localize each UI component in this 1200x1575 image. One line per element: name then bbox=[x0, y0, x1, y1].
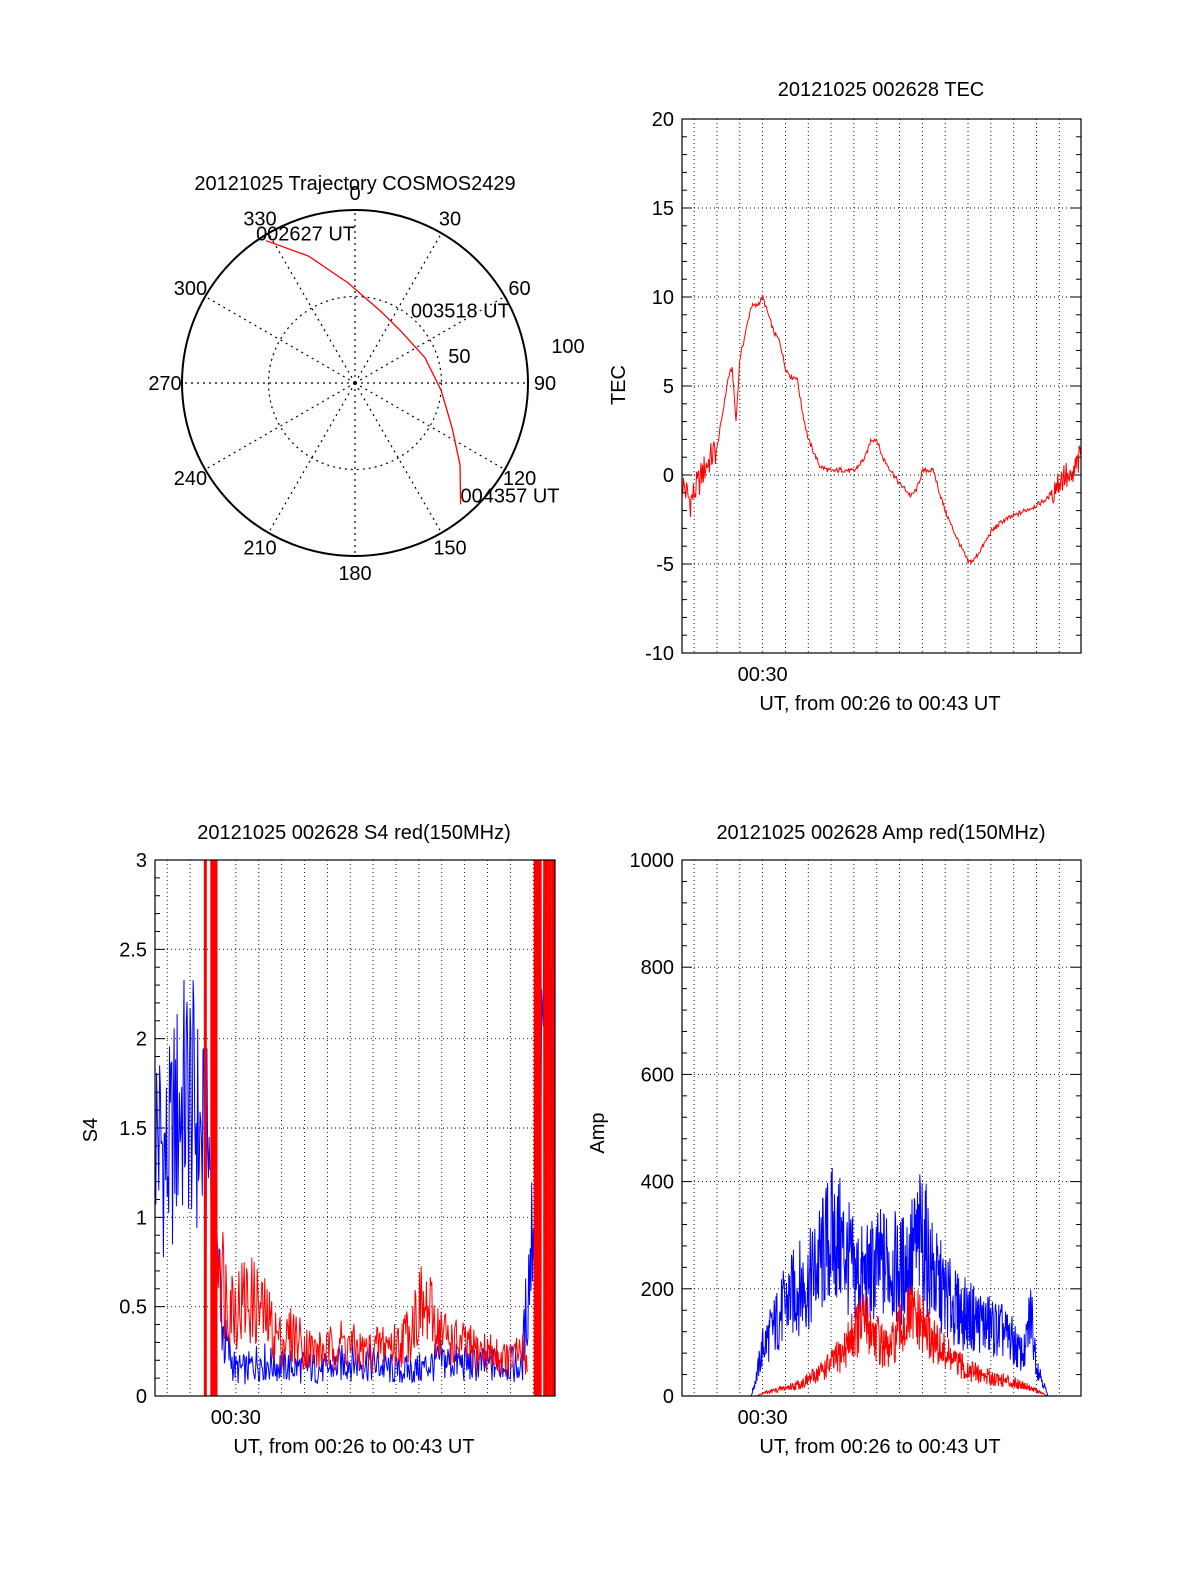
trajectory-polar-plot: 20121025 Trajectory COSMOS2429 0 30 60 90 12… bbox=[148, 173, 584, 585]
plot-frame bbox=[681, 859, 1082, 1397]
polar-angle-label: 150 bbox=[433, 538, 466, 560]
y-tick-label: 0.5 bbox=[119, 1297, 147, 1319]
trajectory-time-label: 002627 UT bbox=[256, 224, 355, 246]
y-tick-label: 1.5 bbox=[119, 1118, 147, 1140]
y-tick-label: 200 bbox=[641, 1279, 674, 1301]
plot-area bbox=[682, 1167, 1081, 1396]
y-tick-label: 15 bbox=[652, 198, 674, 220]
polar-angle-label: 210 bbox=[243, 538, 276, 560]
polar-radial-label: 50 bbox=[448, 346, 470, 368]
amp-y-axis-label: Amp bbox=[587, 1112, 609, 1153]
x-tick-label: 00:30 bbox=[738, 664, 788, 686]
y-tick-label: 10 bbox=[652, 287, 674, 309]
y-tick-label: 0 bbox=[663, 465, 674, 487]
polar-angle-label: 120 bbox=[503, 468, 536, 490]
polar-angle-label: 240 bbox=[174, 468, 207, 490]
plot-area bbox=[155, 860, 555, 1396]
polar-angle-label: 30 bbox=[439, 208, 461, 230]
y-tick-label: 400 bbox=[641, 1172, 674, 1194]
polar-angle-labels: 0 30 60 90 120 150 180 210 240 270 300 330 50 100 bbox=[148, 183, 584, 585]
series-line bbox=[682, 294, 1081, 564]
tec-x-axis-label: UT, from 00:26 to 00:43 UT bbox=[759, 693, 1000, 715]
polar-spoke-240 bbox=[204, 382, 356, 471]
series-line bbox=[682, 1167, 1081, 1396]
polar-angle-label: 90 bbox=[534, 373, 556, 395]
polar-angle-label: 300 bbox=[174, 278, 207, 300]
trajectory-time-label: 004357 UT bbox=[461, 485, 560, 507]
y-tick-label: 800 bbox=[641, 957, 674, 979]
s4-title: 20121025 002628 S4 red(150MHz) bbox=[197, 822, 511, 844]
polar-spoke-210 bbox=[267, 382, 356, 534]
polar-spoke-150 bbox=[354, 382, 443, 534]
series-line bbox=[682, 1285, 1081, 1396]
trajectory-title: 20121025 Trajectory COSMOS2429 bbox=[194, 173, 515, 195]
plot-frame bbox=[681, 118, 1082, 654]
y-tick-label: 600 bbox=[641, 1064, 674, 1086]
tec-panel: 20121025 002628 TEC TEC UT, from 00:26 t… bbox=[608, 79, 1082, 715]
polar-grid bbox=[181, 209, 529, 557]
series-line bbox=[212, 1041, 528, 1377]
trajectory-line bbox=[265, 240, 462, 505]
trajectory-time-label: 003518 UT bbox=[411, 300, 510, 322]
y-tick-label: 2.5 bbox=[119, 939, 147, 961]
x-tick-label: 00:30 bbox=[211, 1407, 261, 1429]
plot-frame bbox=[154, 859, 556, 1397]
y-tick-label: 0 bbox=[136, 1386, 147, 1408]
y-tick-label: 20 bbox=[652, 109, 674, 131]
s4-panel: 20121025 002628 S4 red(150MHz) S4 UT, fr… bbox=[80, 822, 556, 1458]
trajectory-annotations: 002627 UT 003518 UT 004357 UT bbox=[256, 224, 559, 508]
tec-title: 20121025 002628 TEC bbox=[778, 79, 984, 101]
polar-angle-label: 330 bbox=[243, 208, 276, 230]
x-tick-label: 00:30 bbox=[738, 1407, 788, 1429]
y-tick-label: 2 bbox=[136, 1029, 147, 1051]
y-tick-label: -10 bbox=[645, 643, 674, 665]
polar-inner-circle bbox=[267, 295, 443, 471]
tec-y-axis-label: TEC bbox=[608, 365, 630, 405]
trajectory-track bbox=[265, 240, 462, 505]
y-tick-label: 1000 bbox=[630, 850, 675, 872]
polar-spoke-60 bbox=[354, 295, 506, 384]
plot-area bbox=[682, 294, 1081, 564]
polar-spoke-30 bbox=[354, 232, 443, 384]
amp-x-axis-label: UT, from 00:26 to 00:43 UT bbox=[759, 1436, 1000, 1458]
polar-spoke-330 bbox=[267, 232, 356, 384]
polar-outer-circle bbox=[181, 209, 529, 557]
polar-angle-label: 60 bbox=[508, 278, 530, 300]
y-tick-label: 3 bbox=[136, 850, 147, 872]
polar-spoke-120 bbox=[354, 382, 506, 471]
polar-spoke-300 bbox=[204, 295, 356, 384]
s4-y-axis-label: S4 bbox=[80, 1118, 102, 1142]
s4-x-axis-label: UT, from 00:26 to 00:43 UT bbox=[233, 1436, 474, 1458]
y-tick-label: -5 bbox=[656, 554, 674, 576]
y-tick-label: 5 bbox=[663, 376, 674, 398]
y-tick-label: 0 bbox=[663, 1386, 674, 1408]
amp-panel: 20121025 002628 Amp red(150MHz) Amp UT, … bbox=[587, 822, 1082, 1458]
polar-angle-label: 180 bbox=[338, 563, 371, 585]
polar-radial-label: 100 bbox=[551, 336, 584, 358]
polar-angle-label: 270 bbox=[148, 373, 181, 395]
polar-angle-label: 0 bbox=[349, 183, 360, 205]
y-tick-label: 1 bbox=[136, 1207, 147, 1229]
amp-title: 20121025 002628 Amp red(150MHz) bbox=[716, 822, 1045, 844]
